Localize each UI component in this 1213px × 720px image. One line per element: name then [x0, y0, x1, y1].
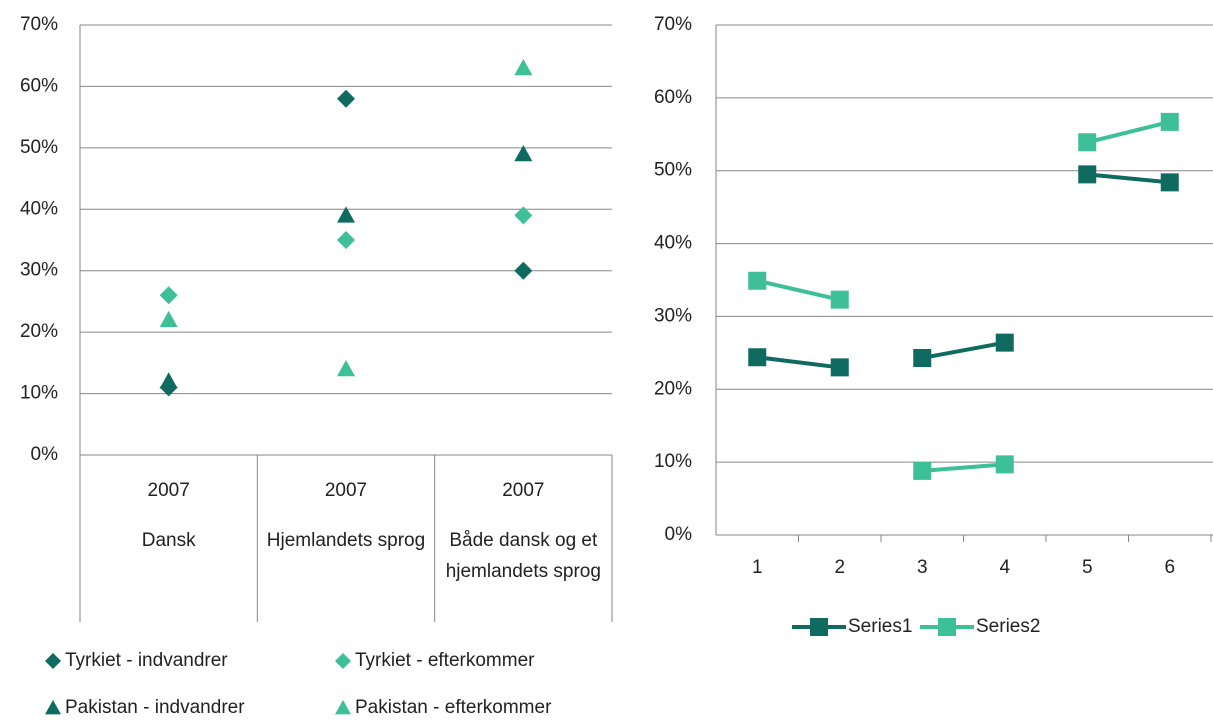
line-segment [922, 462, 1005, 473]
line-segment [756, 278, 841, 302]
marker [335, 653, 351, 669]
marker [1078, 165, 1097, 184]
y-tick-label: 50% [654, 160, 692, 181]
legend-label: Tyrkiet - indvandrer [65, 650, 228, 671]
marker [748, 271, 767, 290]
marker [159, 286, 178, 305]
line-segment [1086, 119, 1171, 145]
marker [337, 206, 355, 223]
marker [810, 618, 828, 636]
y-tick-label: 0% [665, 524, 693, 545]
legend-label: Series2 [976, 616, 1040, 637]
marker [938, 618, 956, 636]
marker [337, 231, 355, 249]
y-tick-label: 10% [20, 383, 58, 404]
line-segment [921, 340, 1006, 360]
y-tick-label: 30% [20, 260, 58, 281]
line-segment [757, 355, 840, 370]
marker [1078, 133, 1097, 152]
y-tick-label: 40% [20, 198, 58, 219]
y-tick-label: 60% [20, 75, 58, 96]
marker [995, 333, 1014, 352]
line-segment [1087, 172, 1170, 185]
marker [514, 261, 533, 280]
marker [514, 145, 533, 162]
marker [830, 290, 849, 309]
x-tick-label: 3 [917, 557, 928, 578]
marker [159, 310, 178, 328]
marker [913, 461, 932, 480]
marker [159, 372, 178, 389]
label-line: Både dansk og et [449, 530, 598, 551]
y-tick-label: 40% [654, 233, 692, 254]
marker [1160, 112, 1179, 131]
marker [748, 348, 767, 367]
marker [995, 455, 1014, 474]
x-tick-label: 2007 [502, 480, 544, 501]
y-tick-label: 20% [654, 378, 692, 399]
legend-label: Pakistan - indvandrer [65, 697, 245, 718]
marker [337, 360, 355, 377]
label-line: Hjemlandets sprog [267, 530, 425, 551]
x-tick-label: 2007 [325, 480, 367, 501]
marker [830, 358, 849, 377]
x-tick-label: 4 [999, 557, 1010, 578]
x-tick-label: 6 [1164, 557, 1175, 578]
label-line: hjemlandets sprog [446, 561, 601, 582]
x-subcategory-label: Både dansk og et hjemlandets sprog [446, 530, 601, 582]
y-tick-label: 70% [654, 14, 692, 35]
y-tick-label: 70% [20, 14, 58, 35]
y-tick-label: 0% [31, 444, 59, 465]
marker [514, 59, 533, 76]
legend-label: Tyrkiet - efterkommer [355, 650, 535, 671]
x-subcategory-label: Hjemlandets sprog [267, 530, 425, 551]
marker [913, 348, 932, 367]
y-tick-label: 30% [654, 305, 692, 326]
legend-label: Series1 [848, 616, 912, 637]
marker [514, 206, 533, 225]
x-subcategory-label: Dansk [142, 530, 196, 551]
marker [45, 653, 61, 669]
legend-label: Pakistan - efterkommer [355, 697, 552, 718]
x-tick-label: 2 [834, 557, 845, 578]
x-tick-label: 5 [1082, 557, 1093, 578]
marker [1160, 173, 1179, 192]
marker [335, 700, 351, 715]
y-tick-label: 50% [20, 137, 58, 158]
x-tick-label: 2007 [148, 480, 190, 501]
y-tick-label: 10% [654, 451, 692, 472]
marker [45, 700, 61, 715]
label-line: Dansk [142, 530, 196, 551]
y-tick-label: 60% [654, 87, 692, 108]
x-tick-label: 1 [752, 557, 763, 578]
y-tick-label: 20% [20, 321, 58, 342]
marker [337, 89, 355, 108]
